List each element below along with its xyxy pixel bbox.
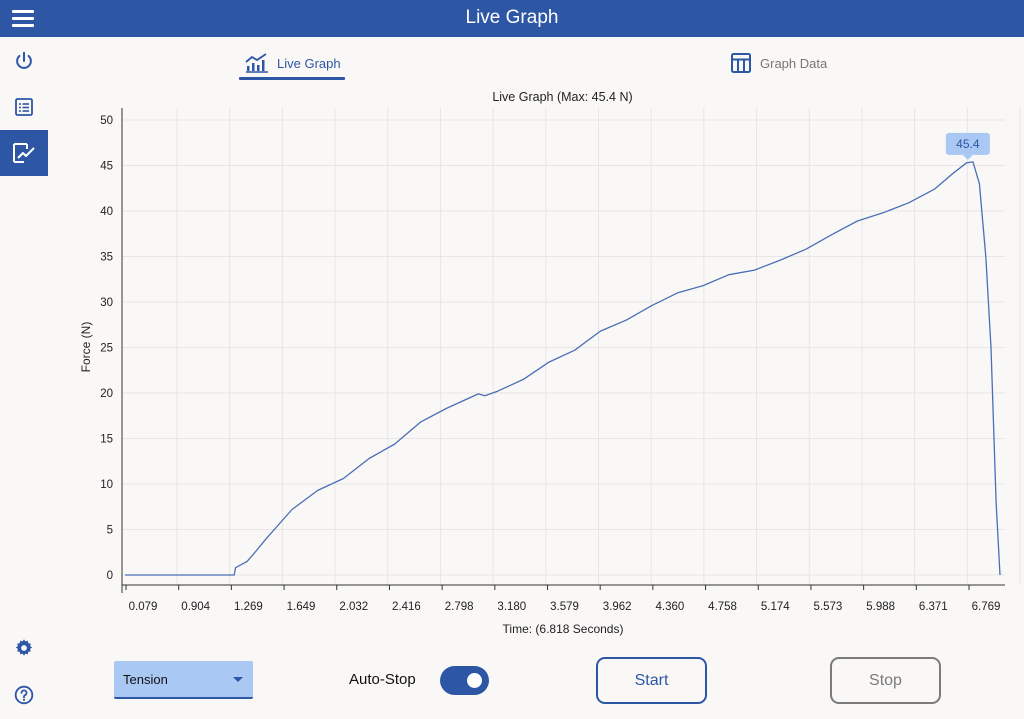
y-tick-label: 20 bbox=[100, 388, 113, 400]
mode-select-value: Tension bbox=[123, 672, 168, 687]
force-series-line bbox=[125, 161, 1001, 576]
sidebar-item-list[interactable] bbox=[0, 85, 48, 129]
x-axis-label: Time: (6.818 Seconds) bbox=[503, 622, 624, 636]
y-tick-label: 5 bbox=[107, 525, 113, 537]
y-tick-label: 0 bbox=[107, 570, 113, 582]
active-tab-indicator bbox=[239, 77, 345, 80]
x-tick-label: 0.079 bbox=[129, 601, 158, 613]
x-tick-label: 5.174 bbox=[761, 601, 790, 613]
x-tick-label: 4.758 bbox=[708, 601, 737, 613]
y-axis-label: Force (N) bbox=[79, 322, 93, 373]
x-tick-label: 5.573 bbox=[814, 601, 843, 613]
x-tick-label: 6.769 bbox=[972, 601, 1001, 613]
mode-select[interactable]: Tension bbox=[114, 661, 253, 699]
autostop-toggle[interactable] bbox=[440, 666, 489, 695]
power-icon bbox=[16, 51, 32, 69]
caret-down-icon bbox=[233, 677, 243, 682]
gear-icon bbox=[15, 639, 33, 656]
chart-icon bbox=[245, 53, 268, 73]
x-tick-label: 3.579 bbox=[550, 601, 579, 613]
sidebar-item-settings[interactable] bbox=[0, 626, 48, 670]
page-title: Live Graph bbox=[465, 7, 559, 28]
x-tick-label: 3.180 bbox=[497, 601, 526, 613]
chart-icon bbox=[13, 143, 35, 163]
table-icon bbox=[731, 53, 751, 73]
y-tick-label: 10 bbox=[100, 479, 113, 491]
x-tick-label: 1.269 bbox=[234, 601, 263, 613]
max-tooltip-pointer bbox=[962, 154, 973, 160]
y-tick-label: 25 bbox=[100, 343, 113, 355]
sidebar-item-power[interactable] bbox=[0, 39, 48, 83]
y-tick-label: 50 bbox=[100, 115, 113, 127]
y-tick-label: 40 bbox=[100, 206, 113, 218]
max-tooltip bbox=[945, 132, 990, 155]
tab-live-graph-label: Live Graph bbox=[277, 55, 341, 71]
x-tick-label: 2.798 bbox=[445, 601, 474, 613]
x-tick-label: 2.416 bbox=[392, 601, 421, 613]
autostop-label: Auto-Stop bbox=[349, 671, 416, 688]
tab-graph-data[interactable]: Graph Data bbox=[730, 44, 827, 82]
y-tick-label: 35 bbox=[100, 252, 113, 264]
start-button[interactable]: Start bbox=[596, 657, 707, 704]
tab-live-graph[interactable]: Live Graph bbox=[245, 44, 341, 82]
x-tick-label: 2.032 bbox=[339, 601, 368, 613]
toggle-knob bbox=[467, 673, 482, 688]
app-header: Live Graph bbox=[0, 0, 1024, 37]
hamburger-menu-icon[interactable] bbox=[12, 9, 36, 29]
y-tick-label: 45 bbox=[100, 161, 113, 173]
x-tick-label: 3.962 bbox=[603, 601, 632, 613]
x-tick-label: 6.371 bbox=[919, 601, 948, 613]
help-icon bbox=[14, 685, 34, 705]
sidebar-item-live-graph[interactable] bbox=[0, 130, 48, 176]
max-tooltip-label: 45.4 bbox=[956, 137, 980, 151]
chart-title: Live Graph (Max: 45.4 N) bbox=[492, 90, 633, 104]
x-tick-label: 5.988 bbox=[866, 601, 895, 613]
x-tick-label: 0.904 bbox=[181, 601, 210, 613]
y-tick-label: 30 bbox=[100, 297, 113, 309]
stop-button[interactable]: Stop bbox=[830, 657, 941, 704]
x-tick-label: 4.360 bbox=[655, 601, 684, 613]
x-tick-label: 1.649 bbox=[287, 601, 316, 613]
tab-graph-data-label: Graph Data bbox=[760, 55, 828, 71]
sidebar-item-help[interactable] bbox=[0, 673, 48, 717]
y-tick-label: 15 bbox=[100, 434, 113, 446]
list-icon bbox=[15, 98, 33, 116]
